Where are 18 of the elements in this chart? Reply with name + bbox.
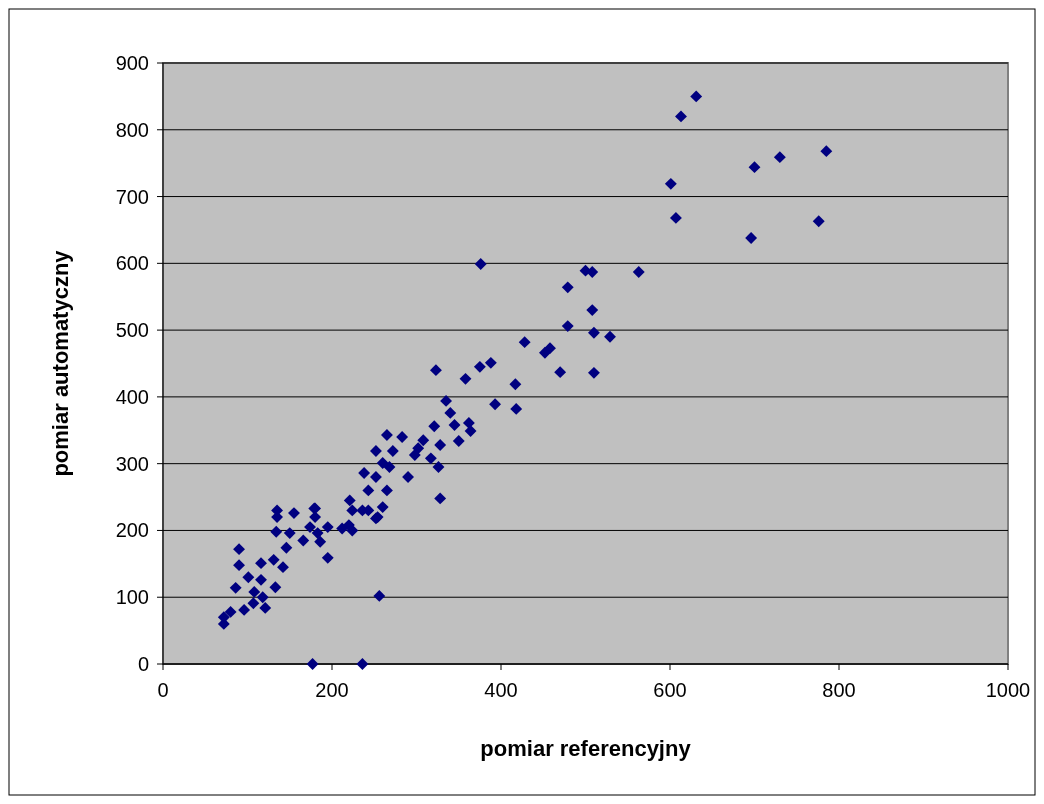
y-tick-label: 500 (115, 319, 149, 342)
y-tick-label: 200 (115, 519, 149, 542)
y-tick-label: 400 (115, 385, 149, 408)
x-tick-label: 1000 (985, 679, 1031, 701)
x-tick-label: 0 (157, 679, 169, 701)
y-tick-label: 900 (115, 52, 149, 74)
y-axis-title: pomiar automatyczny (48, 249, 73, 477)
y-tick-label: 700 (115, 185, 149, 208)
y-tick-label: 600 (115, 252, 149, 275)
x-tick-label: 200 (315, 679, 349, 701)
x-tick-label: 800 (822, 679, 856, 701)
y-tick-label: 800 (115, 118, 149, 141)
x-tick-label: 400 (484, 679, 518, 701)
x-tick-label: 600 (653, 679, 687, 701)
x-axis-title: pomiar referencyjny (480, 736, 692, 761)
y-tick-label: 300 (115, 452, 149, 475)
y-tick-label: 100 (115, 586, 149, 609)
y-tick-label: 0 (137, 653, 149, 675)
